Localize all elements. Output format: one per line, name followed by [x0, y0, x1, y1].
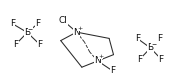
- Text: F: F: [158, 55, 164, 64]
- Text: N: N: [94, 56, 101, 65]
- Text: B: B: [147, 43, 153, 53]
- Text: +: +: [98, 54, 103, 59]
- Text: F: F: [110, 66, 115, 75]
- Text: Cl: Cl: [59, 16, 68, 25]
- Text: F: F: [137, 55, 143, 64]
- Text: F: F: [13, 40, 18, 49]
- Text: −: −: [28, 26, 33, 31]
- Text: B: B: [24, 28, 30, 37]
- Text: −: −: [151, 41, 156, 46]
- Text: N: N: [73, 28, 80, 37]
- Text: F: F: [35, 19, 40, 28]
- Text: F: F: [37, 40, 42, 49]
- Text: +: +: [77, 26, 82, 31]
- Text: F: F: [10, 19, 15, 28]
- Text: F: F: [157, 34, 162, 43]
- Text: F: F: [135, 34, 140, 43]
